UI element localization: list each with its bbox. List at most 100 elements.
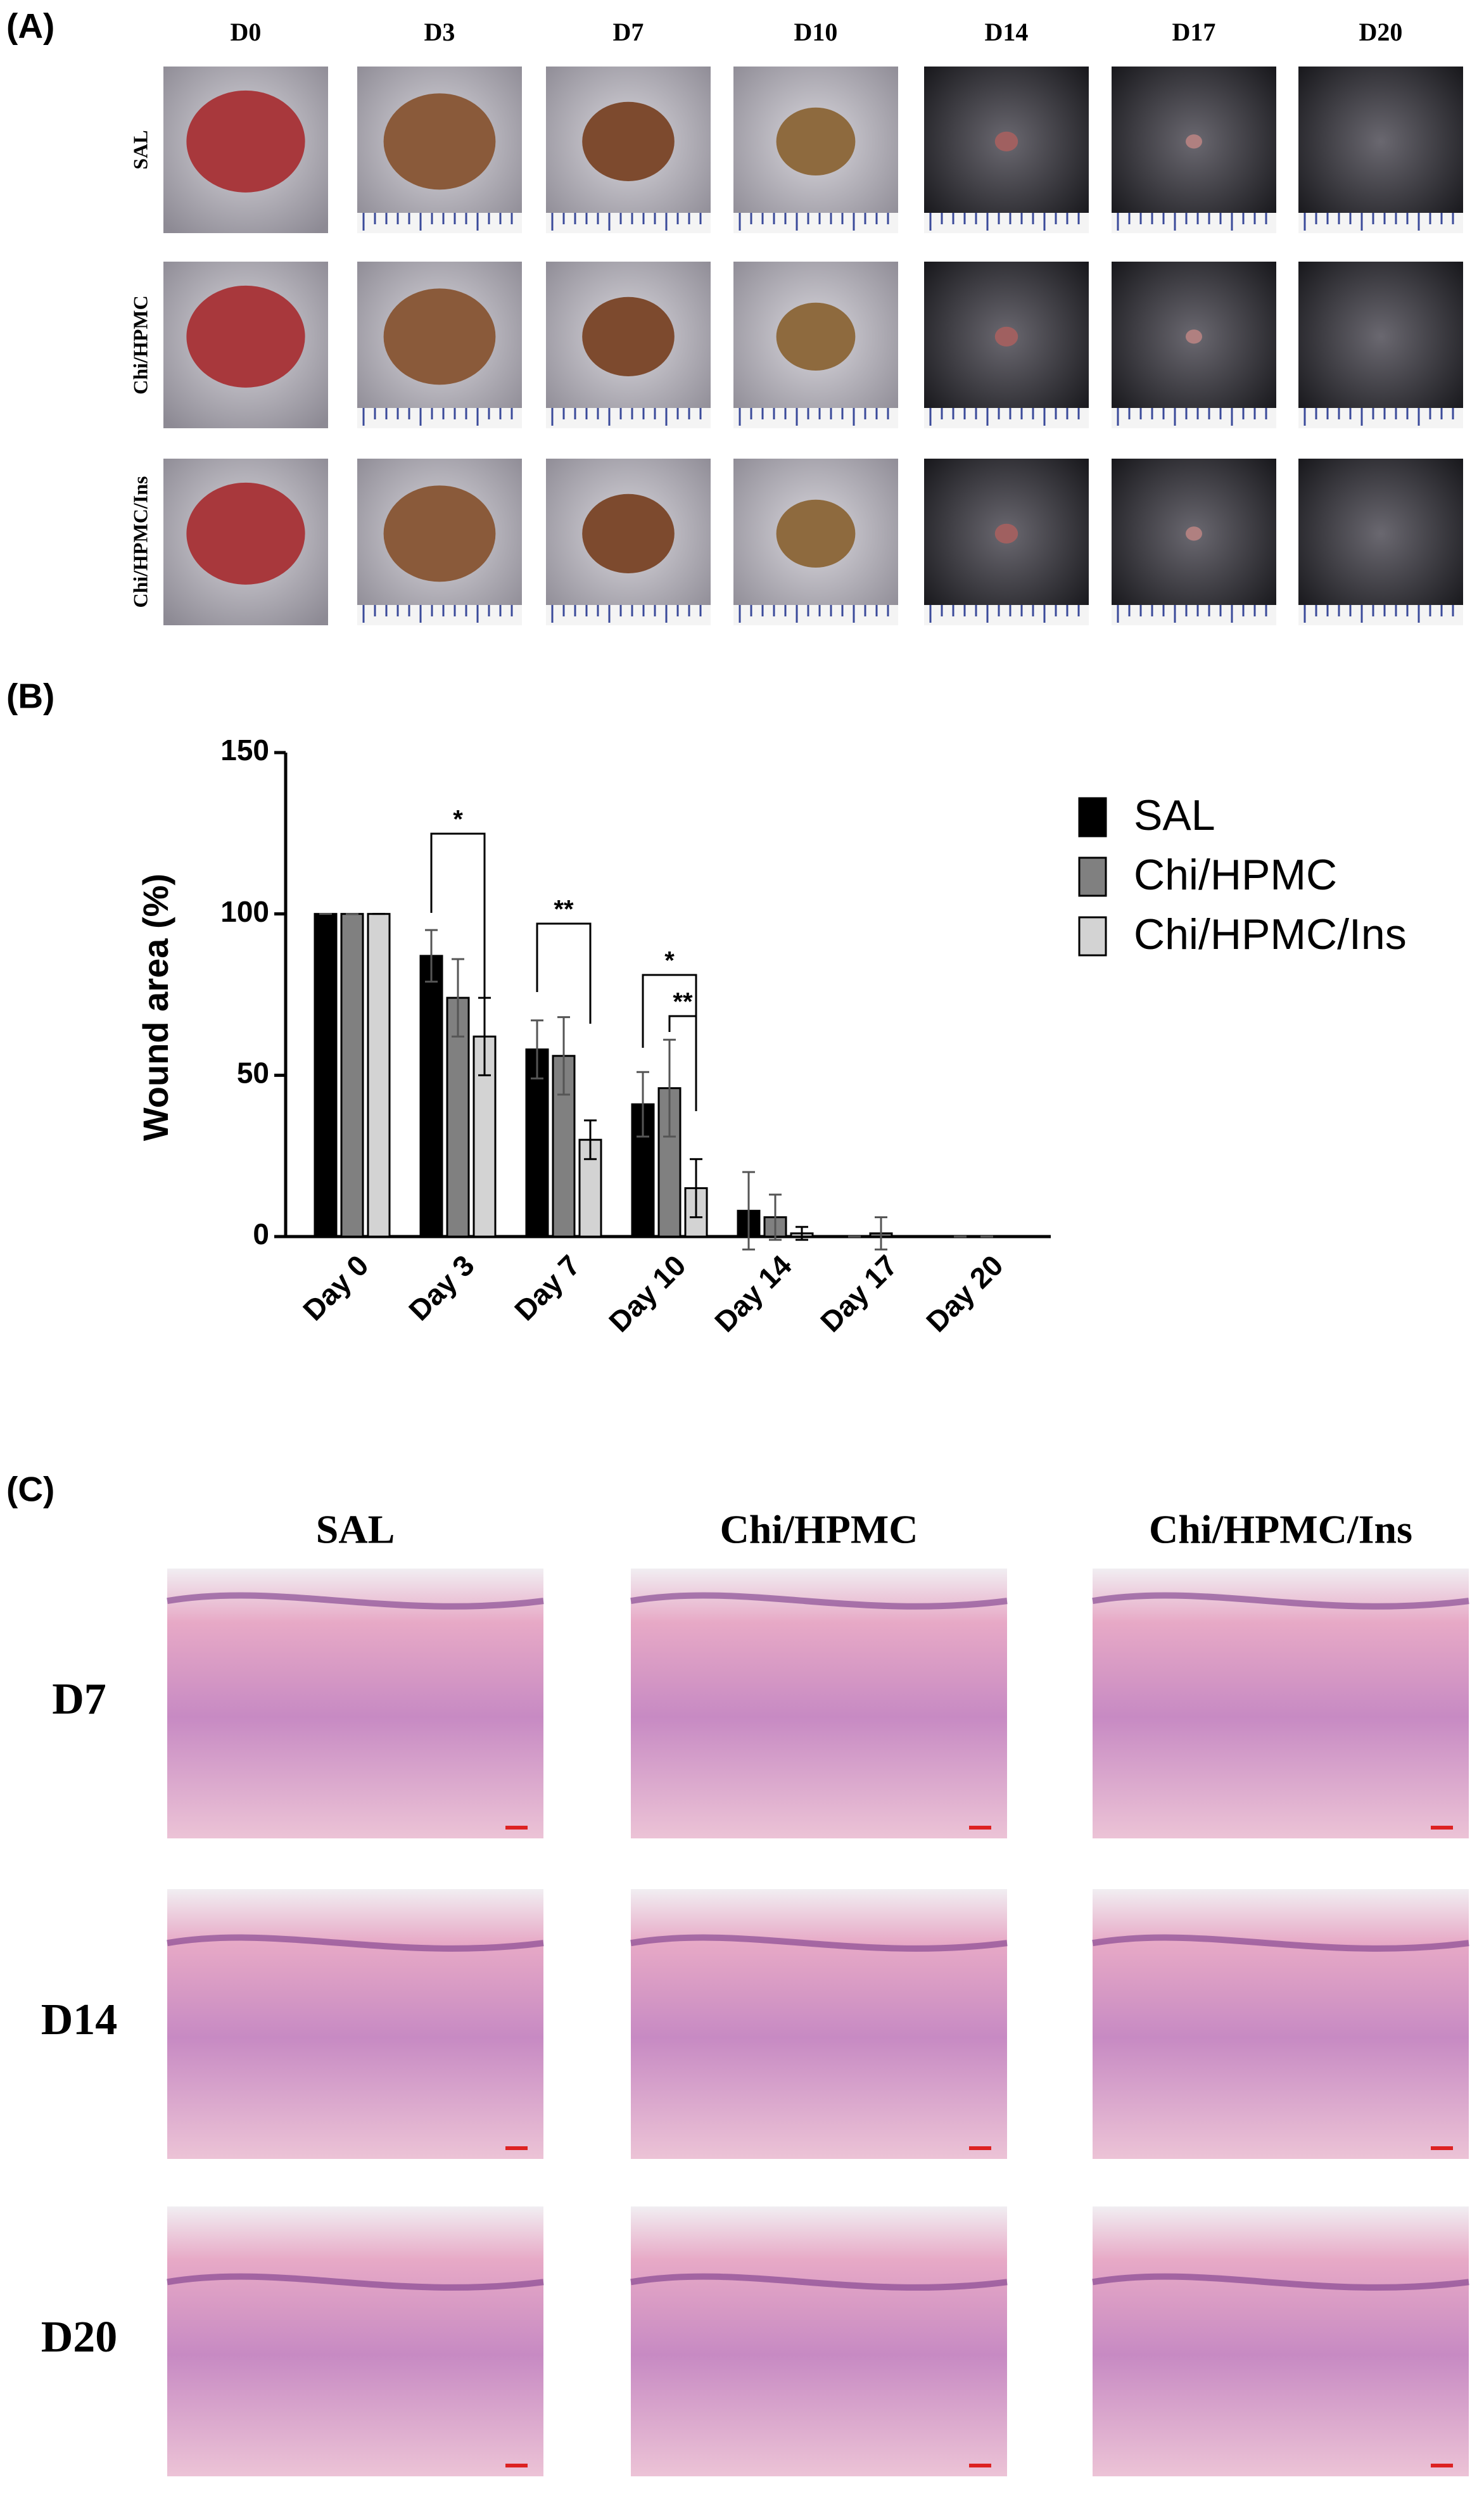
column-header: D17 xyxy=(1172,18,1216,46)
x-tick-label: Day 10 xyxy=(602,1249,692,1339)
error-bar xyxy=(557,1016,570,1096)
scale-bar xyxy=(505,2464,528,2467)
column-header: D14 xyxy=(985,18,1029,46)
histology-image xyxy=(631,2206,1007,2476)
wound xyxy=(776,499,856,568)
histology-image xyxy=(167,2206,543,2476)
legend-swatch xyxy=(1078,797,1107,837)
wound xyxy=(582,101,675,181)
panel-label: (B) xyxy=(6,677,54,716)
scale-bar xyxy=(505,1826,528,1830)
ruler xyxy=(1298,213,1463,233)
column-header: SAL xyxy=(316,1507,395,1552)
bar xyxy=(446,996,470,1238)
ruler xyxy=(733,213,898,233)
ruler xyxy=(357,213,522,233)
scale-bar xyxy=(1431,2464,1453,2467)
epidermis xyxy=(1092,1592,1469,1610)
wound-photo xyxy=(1298,262,1463,428)
ruler xyxy=(924,408,1089,428)
epidermis xyxy=(630,1592,1008,1610)
legend-label: SAL xyxy=(1134,791,1215,839)
error-bar xyxy=(637,1071,649,1138)
y-tick-label: 100 xyxy=(220,895,269,928)
ruler xyxy=(924,213,1089,233)
y-axis-label: Wound area (%) xyxy=(136,874,175,1141)
row-label: Chi/HPMC/Ins xyxy=(129,476,151,608)
error-bar xyxy=(584,1119,597,1161)
y-tick-label: 150 xyxy=(220,734,269,767)
scale-bar xyxy=(969,2464,991,2467)
wound-photo xyxy=(1112,459,1276,625)
wound xyxy=(776,302,856,371)
legend-label: Chi/HPMC xyxy=(1134,851,1337,899)
column-header: Chi/HPMC/Ins xyxy=(1149,1507,1412,1552)
wound xyxy=(383,93,496,190)
histology-image xyxy=(631,1569,1007,1838)
legend-swatch xyxy=(1078,916,1107,957)
histology-image xyxy=(167,1569,543,1838)
ruler xyxy=(1112,213,1276,233)
bar xyxy=(340,913,364,1238)
ruler xyxy=(1298,605,1463,625)
error-bar xyxy=(875,1216,887,1251)
row-label: D7 xyxy=(52,1675,106,1724)
error-bar xyxy=(425,929,438,983)
histology-image xyxy=(631,1889,1007,2159)
legend-swatch xyxy=(1078,856,1107,897)
column-header: D20 xyxy=(1359,18,1403,46)
wound xyxy=(186,285,305,388)
bar xyxy=(367,913,391,1238)
ruler xyxy=(733,408,898,428)
row-label: D14 xyxy=(41,1996,118,2044)
wound xyxy=(994,326,1018,347)
epidermis xyxy=(167,1934,544,1952)
panel-label: (A) xyxy=(6,6,54,46)
error-bar xyxy=(796,1226,808,1241)
wound xyxy=(383,288,496,385)
row-label: SAL xyxy=(129,130,151,169)
significance-bracket xyxy=(430,832,486,1032)
wound xyxy=(1186,526,1202,541)
y-tick-label: 0 xyxy=(253,1218,269,1251)
ruler xyxy=(546,213,711,233)
scale-bar xyxy=(1431,2146,1453,2150)
ruler xyxy=(357,605,522,625)
row-label: D20 xyxy=(41,2313,118,2362)
ruler xyxy=(357,408,522,428)
histology-image xyxy=(167,1889,543,2159)
histology-image xyxy=(1093,1889,1469,2159)
ruler xyxy=(546,605,711,625)
wound xyxy=(186,90,305,193)
histology-image xyxy=(1093,1569,1469,1838)
column-header: D3 xyxy=(424,18,455,46)
significance-label: * xyxy=(664,947,675,975)
x-tick-label: Day 17 xyxy=(814,1249,904,1339)
wound xyxy=(582,296,675,376)
scale-bar xyxy=(1431,1826,1453,1830)
significance-label: ** xyxy=(673,988,693,1016)
wound xyxy=(776,107,856,176)
panel-label: (C) xyxy=(6,1470,54,1509)
scale-bar xyxy=(505,2146,528,2150)
legend-label: Chi/HPMC/Ins xyxy=(1134,910,1407,958)
error-bar xyxy=(742,1171,755,1251)
column-header: Chi/HPMC xyxy=(720,1507,918,1552)
column-header: D7 xyxy=(613,18,644,46)
significance-label: * xyxy=(453,806,463,834)
epidermis xyxy=(630,2273,1008,2291)
ruler xyxy=(924,605,1089,625)
wound xyxy=(1186,329,1202,344)
epidermis xyxy=(1092,2273,1469,2291)
error-bar xyxy=(663,1038,676,1138)
wound-photo xyxy=(1112,67,1276,233)
significance-bracket xyxy=(536,922,592,1024)
bar xyxy=(419,955,443,1238)
wound xyxy=(1186,134,1202,149)
error-bar xyxy=(531,1019,543,1079)
histology-image xyxy=(1093,2206,1469,2476)
bar xyxy=(525,1048,549,1238)
ruler xyxy=(1112,408,1276,428)
scale-bar xyxy=(969,2146,991,2150)
